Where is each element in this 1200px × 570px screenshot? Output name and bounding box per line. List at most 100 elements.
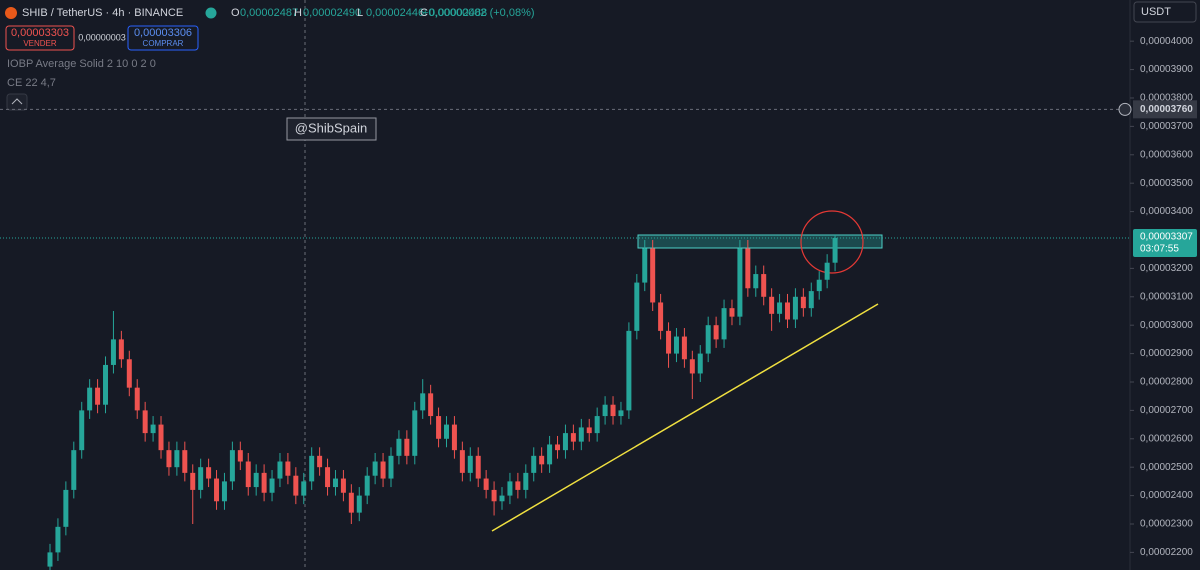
watermark: @ShibSpain <box>295 120 367 135</box>
candle-body <box>816 279 822 292</box>
candle-body <box>705 325 711 354</box>
candle-body <box>475 455 481 479</box>
change: +0,00000002 (+0,08%) <box>422 7 535 19</box>
candle-body <box>396 438 402 456</box>
candle-body <box>697 353 703 374</box>
candle-body <box>634 282 640 331</box>
ohlc-value: 0,00002488 <box>429 7 487 19</box>
ohlc-name: L <box>357 7 363 19</box>
candle-body <box>666 330 672 354</box>
candle-body <box>523 472 529 490</box>
candle-body <box>293 475 299 496</box>
y-tick-label: 0,00004000 <box>1140 36 1193 47</box>
candle-body <box>55 526 61 553</box>
y-tick-label: 0,00003200 <box>1140 263 1193 274</box>
y-tick-label: 0,00002900 <box>1140 348 1193 359</box>
candle-body <box>713 325 719 340</box>
candle-body <box>364 475 370 496</box>
symbol-icon <box>5 7 17 19</box>
candle-body <box>380 461 386 479</box>
last-price-bg <box>1133 228 1197 257</box>
candle-body <box>594 416 600 434</box>
candle-body <box>245 461 251 488</box>
candle-body <box>190 472 196 490</box>
y-tick-label: 0,00003900 <box>1140 64 1193 75</box>
add-button[interactable] <box>1118 102 1132 116</box>
candles <box>47 234 838 570</box>
buy-button[interactable] <box>127 25 199 51</box>
candle-body <box>166 450 172 468</box>
currency[interactable]: USDT <box>1141 6 1171 18</box>
candle-body <box>47 552 53 567</box>
ohlc-name: O <box>231 7 240 19</box>
symbol-title: SHIB / TetherUS · 4h · BINANCE <box>22 7 183 19</box>
candle-body <box>483 478 489 490</box>
candle-body <box>610 404 616 417</box>
candle-body <box>118 339 124 360</box>
candle-body <box>71 450 77 490</box>
candle-body <box>515 481 521 490</box>
candle-body <box>761 274 767 297</box>
y-tick-label: 0,00002400 <box>1140 490 1193 501</box>
candle-body <box>325 467 331 488</box>
candle-body <box>586 427 592 434</box>
candle-body <box>777 302 783 314</box>
y-tick-label: 0,00002500 <box>1140 462 1193 473</box>
candle-body <box>491 489 497 502</box>
collapse-button[interactable] <box>6 93 28 111</box>
candle-body <box>388 455 394 479</box>
watermark-box <box>286 117 377 141</box>
buy-text[interactable]: COMPRAR <box>143 39 184 48</box>
candle-body <box>689 359 695 374</box>
candle-body <box>539 455 545 465</box>
sell-price[interactable]: 0,00003303 <box>11 27 69 39</box>
currency-button[interactable] <box>1133 1 1197 23</box>
candle-body <box>673 336 679 354</box>
candle-body <box>499 495 505 502</box>
ohlc-name: C <box>420 7 428 19</box>
indicator: IOBP Average Solid 2 10 0 2 0 <box>7 58 156 70</box>
buy-price[interactable]: 0,00003306 <box>134 27 192 39</box>
candle-body <box>800 296 806 309</box>
candle-body <box>729 308 735 317</box>
candle-body <box>626 330 632 411</box>
candle-body <box>578 427 584 442</box>
candle-body <box>436 416 442 439</box>
y-tick-label: 0,00002700 <box>1140 405 1193 416</box>
candle-body <box>229 450 235 482</box>
candle-body <box>642 248 648 283</box>
candle-body <box>269 478 275 493</box>
candle-body <box>309 455 315 482</box>
candle-body <box>285 461 291 476</box>
countdown: 03:07:55 <box>1140 244 1179 255</box>
candle-body <box>221 481 227 502</box>
candle-body <box>547 444 553 465</box>
candle-body <box>753 274 759 289</box>
candle-body <box>467 455 473 473</box>
ohlc-name: H <box>294 7 302 19</box>
crosshair-label: 0,00003760 <box>1140 104 1193 115</box>
candle-body <box>507 481 513 496</box>
candle-body <box>206 467 212 479</box>
sell-text[interactable]: VENDER <box>23 39 57 48</box>
candle-body <box>618 410 624 417</box>
sell-button[interactable] <box>5 25 75 51</box>
candle-body <box>745 248 751 289</box>
candle-body <box>134 387 140 411</box>
y-tick-label: 0,00003400 <box>1140 206 1193 217</box>
candle-body <box>459 450 465 473</box>
candle-body <box>63 489 69 527</box>
collapse-icon[interactable] <box>11 98 23 105</box>
candle-body <box>301 481 307 496</box>
candle-body <box>158 424 164 451</box>
candle-body <box>253 472 259 488</box>
candle-body <box>404 438 410 456</box>
candle-body <box>142 410 148 434</box>
y-tick-label: 0,00003100 <box>1140 291 1193 302</box>
trend-line <box>491 303 879 532</box>
candle-body <box>681 336 687 360</box>
candle-body <box>126 359 132 388</box>
y-tick-label: 0,00002800 <box>1140 377 1193 388</box>
